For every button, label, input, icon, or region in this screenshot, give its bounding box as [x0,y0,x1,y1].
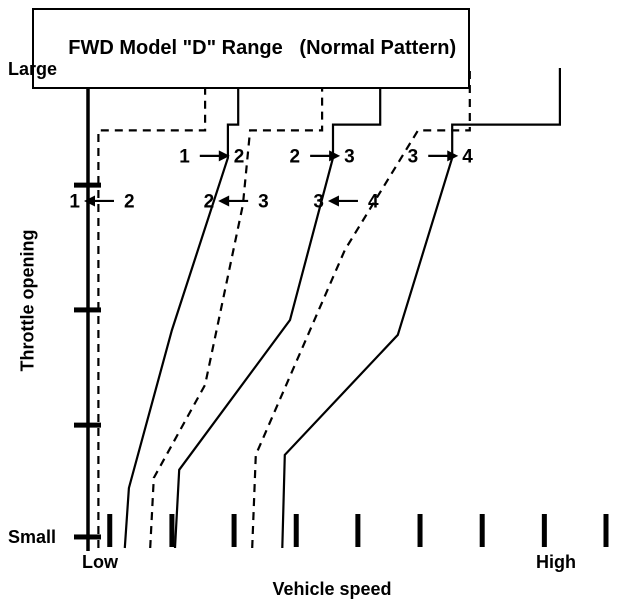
figure-title: FWD Model "D" Range (Normal Pattern) [68,37,457,59]
y-axis-max-label: Large [8,59,58,79]
arrow-right-icon [447,150,459,162]
y-axis-tick [74,307,101,313]
shift-label-right: 2 [234,146,245,167]
x-axis-min-label: Low [82,552,118,572]
x-axis-tick [293,514,299,547]
shift-label-left: 2 [290,146,301,167]
shift-label-right: 3 [344,146,355,167]
arrow-right-icon [329,150,341,162]
shift-label-left: 2 [204,191,215,212]
shift-label-right: 4 [462,146,473,167]
shift-label-right: 2 [124,191,135,212]
x-axis-tick [355,514,361,547]
x-axis-tick [107,514,113,547]
x-axis-tick [417,514,423,547]
shift-label-left: 1 [179,146,190,167]
arrow-left-icon [327,195,339,207]
shift-curve-4-3-downshift [251,68,471,549]
shift-label-right: 3 [258,191,269,212]
shift-curve-2-3-upshift [173,68,382,549]
shift-curve-3-4-upshift [281,68,562,549]
y-axis-tick [74,534,101,540]
x-axis-max-label: High [536,552,576,572]
y-axis-min-label: Small [8,527,57,547]
shift-label-left: 3 [313,191,324,212]
arrow-left-icon [83,195,95,207]
y-axis-tick [74,422,101,428]
x-axis-tick [541,514,547,547]
shift-label-left: 3 [408,146,419,167]
y-axis-title: Throttle opening [17,229,38,372]
x-axis-tick [231,514,237,547]
y-axis-tick [74,182,101,188]
arrow-right-icon [218,150,230,162]
shift-curve-3-2-downshift [149,68,324,549]
shift-label-right: 4 [368,191,379,212]
figure-title-box: FWD Model "D" Range (Normal Pattern) [32,8,471,89]
x-axis-tick [603,514,609,547]
x-axis-tick [479,514,485,547]
x-axis-title: Vehicle speed [272,579,392,599]
shift-label-left: 1 [69,191,80,212]
x-axis-tick [169,514,175,547]
shift-curve-1-2-upshift [123,68,240,549]
shift-curve-2-1-downshift [97,68,207,548]
arrow-left-icon [218,195,230,207]
